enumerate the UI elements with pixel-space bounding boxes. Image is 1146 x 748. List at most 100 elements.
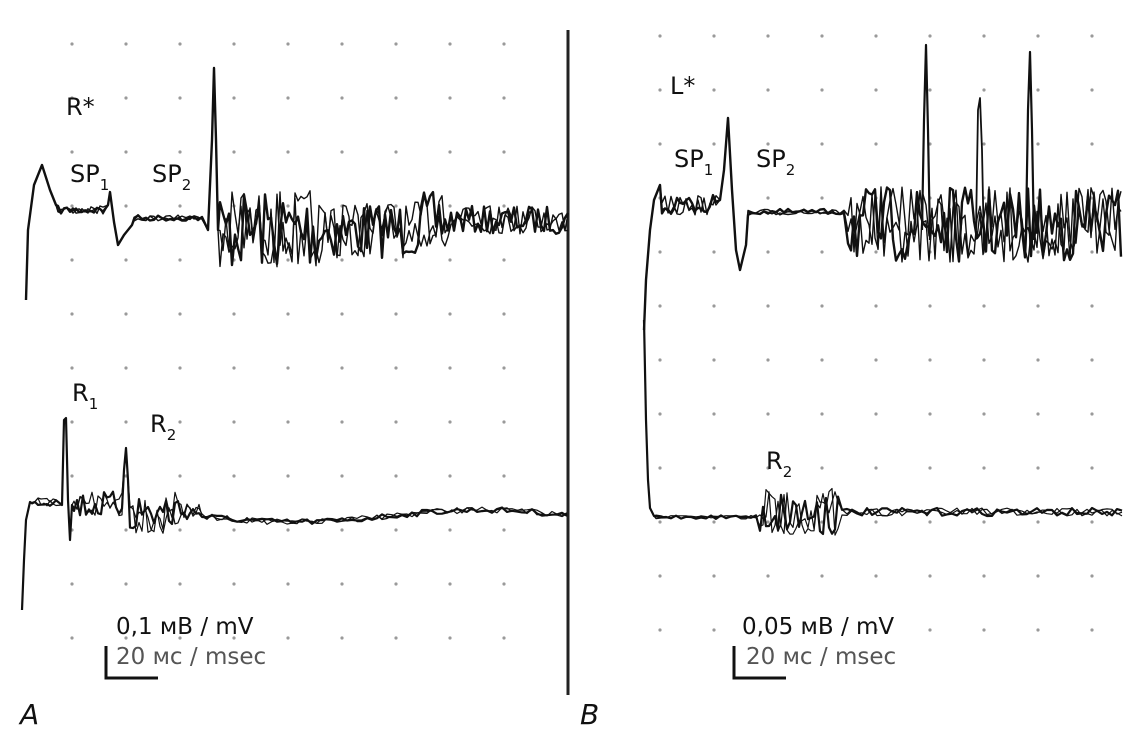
grid-dot [658,412,662,416]
grid-dot [820,88,824,92]
grid-dot [286,636,290,640]
grid-dot [502,474,506,478]
grid-dot [1036,304,1040,308]
grid-dot [70,96,74,100]
grid-dot [1090,250,1094,254]
grid-dot [232,366,236,370]
grid-dot [1036,412,1040,416]
grid-dot [982,520,986,524]
grid-dot [820,358,824,362]
grid-dot [928,34,932,38]
grid-dot [70,204,74,208]
panel-letter-a: A [18,698,39,731]
grid-dot [1036,466,1040,470]
grid-dot [394,420,398,424]
grid-dot [502,528,506,532]
grid-dot [178,420,182,424]
grid-dot [712,412,716,416]
grid-dot [928,574,932,578]
top-trace-label-a: R* [66,93,95,121]
grid-dot [178,582,182,586]
grid-dot [766,628,770,632]
grid-dot [124,582,128,586]
eeg-trace-top-a [25,67,569,301]
grid-dot [766,34,770,38]
grid-dot [766,574,770,578]
r2-marker-b-main: R [766,447,783,475]
grid-dot [70,366,74,370]
grid-dot [286,42,290,46]
sp1-marker-a-sub: 1 [100,176,110,194]
grid-dot [178,528,182,532]
grid-dot [232,582,236,586]
eeg-spike-b1 [920,43,932,241]
grid-dot [232,150,236,154]
grid-dots-panel-a [70,42,506,640]
r2-marker-b-sub: 2 [783,463,793,481]
grid-dot [394,312,398,316]
grid-dot [70,474,74,478]
grid-dot [286,474,290,478]
grid-dot [658,466,662,470]
grid-dot [658,34,662,38]
grid-dot [712,88,716,92]
grid-dot [286,582,290,586]
grid-dot [766,196,770,200]
grid-dot [394,366,398,370]
grid-dot [340,42,344,46]
grid-dot [658,250,662,254]
grid-dot [928,520,932,524]
grid-dot [1036,34,1040,38]
grid-dot [286,258,290,262]
grid-dot [448,96,452,100]
grid-dot [394,474,398,478]
grid-dot [232,636,236,640]
grid-dot [766,412,770,416]
grid-dot [928,304,932,308]
grid-dot [982,412,986,416]
grid-dot [286,96,290,100]
grid-dot [394,204,398,208]
grid-dot [712,304,716,308]
r2-marker-a-main: R [150,410,167,438]
grid-dot [394,582,398,586]
grid-dot [766,304,770,308]
grid-dot [1036,520,1040,524]
grid-dot [1090,520,1094,524]
grid-dot [286,204,290,208]
sp2-marker-b-sub: 2 [786,161,796,179]
grid-dot [1090,196,1094,200]
eeg-trace-top-b [643,117,1122,331]
panel-letter-b: B [580,698,599,731]
grid-dot [124,150,128,154]
grid-dot [820,412,824,416]
grid-dot [874,34,878,38]
grid-dot [340,420,344,424]
grid-dot [340,582,344,586]
grid-dot [928,466,932,470]
grid-dot [1090,628,1094,632]
grid-dot [820,304,824,308]
grid-dot [124,528,128,532]
grid-dot [448,420,452,424]
sp1-marker-b-main: SP [674,145,704,173]
eeg-trace-bottom-a [21,417,568,611]
grid-dot [70,258,74,262]
sp1-marker-b-sub: 1 [704,161,714,179]
grid-dot [70,582,74,586]
grid-dot [178,204,182,208]
grid-dot [658,628,662,632]
grid-dot [766,88,770,92]
grid-dot [658,88,662,92]
grid-dot [820,196,824,200]
eeg-spike-b3 [975,97,985,251]
grid-dot [448,204,452,208]
grid-dot [232,312,236,316]
grid-dot [448,258,452,262]
grid-dot [1036,358,1040,362]
grid-dot [1090,34,1094,38]
r2-marker-b: R2 [766,447,792,481]
grid-dot [1036,628,1040,632]
grid-dot [448,474,452,478]
